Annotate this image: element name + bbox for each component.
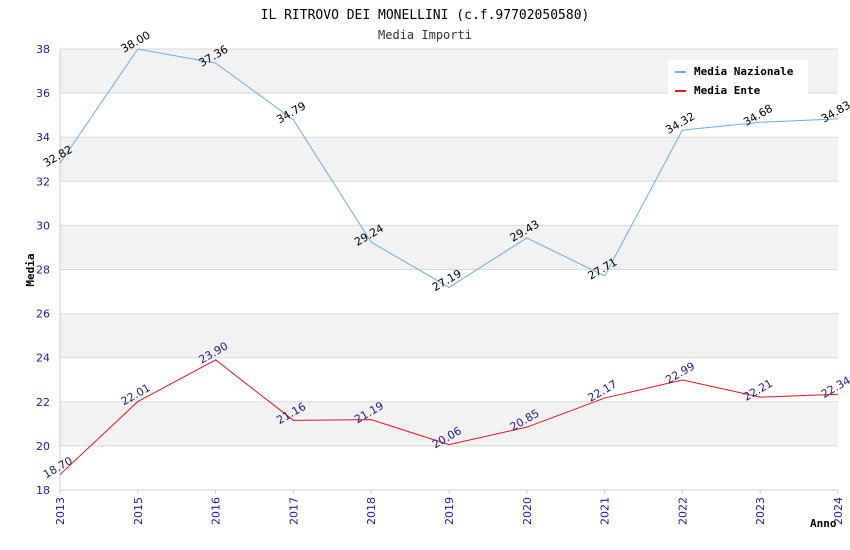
y-tick-label: 26: [36, 308, 50, 321]
y-tick-label: 22: [36, 396, 50, 409]
x-tick-label: 2013: [54, 497, 67, 525]
y-tick-label: 34: [36, 131, 50, 144]
y-tick-label: 28: [36, 264, 50, 277]
x-tick-label: 2015: [132, 497, 145, 525]
y-axis-label: Media: [24, 253, 37, 286]
plot-band: [60, 225, 838, 270]
x-axis-label: Anno: [810, 517, 837, 530]
x-tick-label: 2019: [443, 497, 456, 525]
chart-title: IL RITROVO DEI MONELLINI (c.f.9770205058…: [261, 8, 590, 23]
plot-band: [60, 313, 838, 358]
legend-label-ente: Media Ente: [694, 84, 761, 97]
y-tick-label: 36: [36, 87, 50, 100]
plot-band: [60, 137, 838, 182]
x-tick-label: 2017: [287, 497, 300, 525]
plot-band: [60, 181, 838, 226]
y-tick-label: 18: [36, 484, 50, 497]
plot-band: [60, 401, 838, 446]
legend-background: [668, 60, 808, 98]
x-tick-labels: 2013 2015 2016 2017 2018 2019 2020 2021 2022 2023…: [54, 497, 845, 525]
x-tick-label: 2021: [599, 497, 612, 525]
plot-background-bands: [60, 49, 838, 490]
y-tick-label: 38: [36, 43, 50, 56]
chart-subtitle: Media Importi: [378, 28, 472, 42]
plot-band: [60, 445, 838, 490]
x-tick-label: 2018: [365, 497, 378, 525]
plot-band: [60, 93, 838, 138]
y-tick-label: 24: [36, 352, 50, 365]
axes: [59, 49, 839, 494]
y-tick-label: 32: [36, 175, 50, 188]
x-tick-label: 2024: [832, 497, 845, 525]
x-tick-label: 2020: [521, 497, 534, 525]
x-tick-label: 2022: [676, 497, 689, 525]
plot-band: [60, 269, 838, 314]
series-lines: [59, 48, 839, 475]
legend: Media Nazionale Media Ente: [668, 60, 808, 98]
x-tick-label: 2016: [210, 497, 223, 525]
plot-band: [60, 357, 838, 402]
legend-label-nazionale: Media Nazionale: [694, 65, 794, 78]
x-tick-label: 2023: [754, 497, 767, 525]
y-tick-label: 30: [36, 219, 50, 232]
y-tick-labels: 18 20 22 24 26 28 30 32 34 36 38: [36, 43, 50, 497]
y-tick-label: 20: [36, 440, 50, 453]
